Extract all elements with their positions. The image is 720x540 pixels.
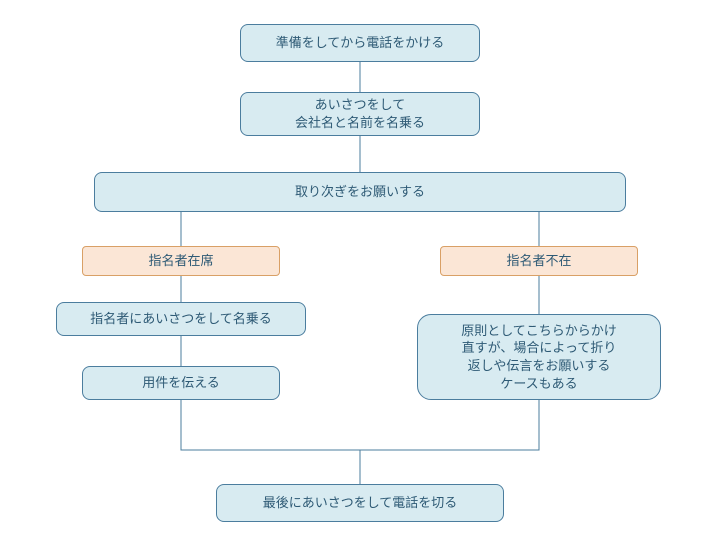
flowchart-node-n8: 原則としてこちらからかけ 直すが、場合によって折り 返しや伝言をお願いする ケー… (417, 314, 661, 400)
flowchart-node-n9: 最後にあいさつをして電話を切る (216, 484, 504, 522)
flowchart-node-n7: 用件を伝える (82, 366, 280, 400)
flowchart-node-n5: 指名者不在 (440, 246, 638, 276)
flowchart-node-n6: 指名者にあいさつをして名乗る (56, 302, 306, 336)
flowchart-node-n3: 取り次ぎをお願いする (94, 172, 626, 212)
flowchart-node-n2: あいさつをして 会社名と名前を名乗る (240, 92, 480, 136)
flowchart-node-n4: 指名者在席 (82, 246, 280, 276)
flowchart-node-n1: 準備をしてから電話をかける (240, 24, 480, 62)
